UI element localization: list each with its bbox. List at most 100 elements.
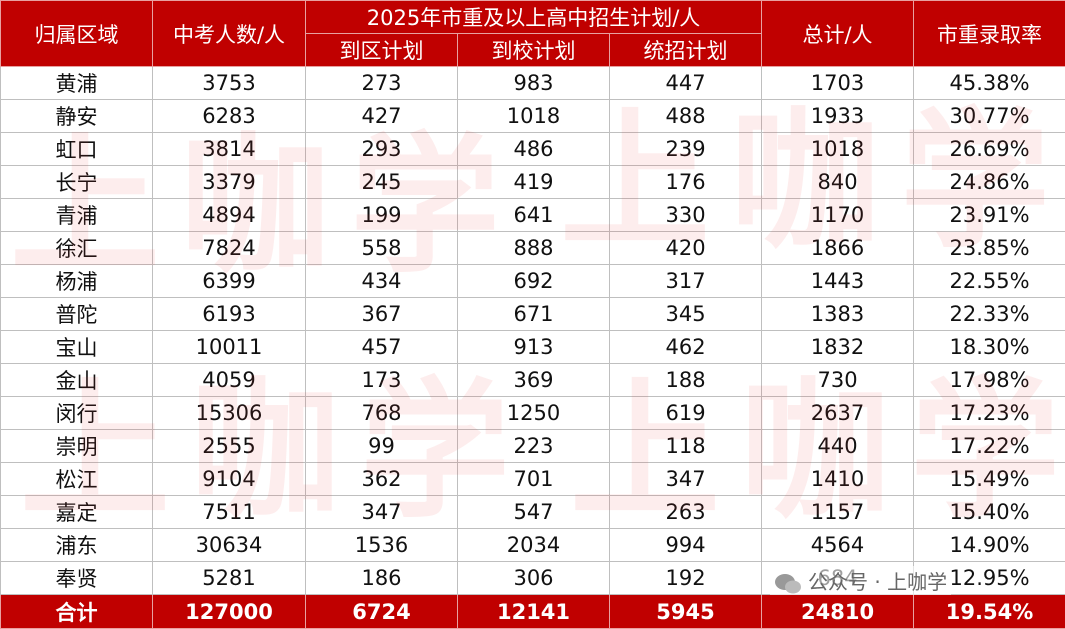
cell: 14.90% xyxy=(914,529,1065,562)
cell: 367 xyxy=(306,298,458,331)
cell: 462 xyxy=(610,331,762,364)
cell: 1832 xyxy=(762,331,914,364)
header-cell: 中考人数/人 xyxy=(153,1,306,67)
cell: 983 xyxy=(458,67,610,100)
cell: 3814 xyxy=(153,133,306,166)
cell: 913 xyxy=(458,331,610,364)
cell: 18.30% xyxy=(914,331,1065,364)
cell: 488 xyxy=(610,100,762,133)
cell: 黄浦 xyxy=(1,67,153,100)
cell: 6193 xyxy=(153,298,306,331)
header-cell: 总计/人 xyxy=(762,1,914,67)
cell: 427 xyxy=(306,100,458,133)
cell: 26.69% xyxy=(914,133,1065,166)
cell: 3753 xyxy=(153,67,306,100)
cell: 1933 xyxy=(762,100,914,133)
header-cell: 统招计划 xyxy=(610,34,762,67)
cell: 420 xyxy=(610,232,762,265)
cell: 24810 xyxy=(762,595,914,629)
cell: 2555 xyxy=(153,430,306,463)
header-cell: 到区计划 xyxy=(306,34,458,67)
cell: 1018 xyxy=(458,100,610,133)
cell: 22.33% xyxy=(914,298,1065,331)
cell: 23.85% xyxy=(914,232,1065,265)
cell: 440 xyxy=(762,430,914,463)
cell: 558 xyxy=(306,232,458,265)
cell: 1703 xyxy=(762,67,914,100)
cell: 1018 xyxy=(762,133,914,166)
cell: 1443 xyxy=(762,265,914,298)
cell: 188 xyxy=(610,364,762,397)
cell: 10011 xyxy=(153,331,306,364)
cell: 192 xyxy=(610,562,762,595)
cell: 619 xyxy=(610,397,762,430)
cell: 松江 xyxy=(1,463,153,496)
cell: 671 xyxy=(458,298,610,331)
cell: 6283 xyxy=(153,100,306,133)
badge-text: 公众号 · 上咖学 xyxy=(808,570,947,594)
cell: 692 xyxy=(458,265,610,298)
cell: 普陀 xyxy=(1,298,153,331)
cell: 24.86% xyxy=(914,166,1065,199)
cell: 徐汇 xyxy=(1,232,153,265)
cell: 15306 xyxy=(153,397,306,430)
cell: 362 xyxy=(306,463,458,496)
cell: 994 xyxy=(610,529,762,562)
cell: 317 xyxy=(610,265,762,298)
cell: 青浦 xyxy=(1,199,153,232)
cell: 15.49% xyxy=(914,463,1065,496)
cell: 静安 xyxy=(1,100,153,133)
cell: 768 xyxy=(306,397,458,430)
cell: 嘉定 xyxy=(1,496,153,529)
cell: 5281 xyxy=(153,562,306,595)
cell: 118 xyxy=(610,430,762,463)
wechat-icon xyxy=(774,573,802,595)
cell: 9104 xyxy=(153,463,306,496)
cell: 4564 xyxy=(762,529,914,562)
cell: 崇明 xyxy=(1,430,153,463)
cell: 127000 xyxy=(153,595,306,629)
cell: 419 xyxy=(458,166,610,199)
cell: 701 xyxy=(458,463,610,496)
cell: 3379 xyxy=(153,166,306,199)
cell: 金山 xyxy=(1,364,153,397)
cell: 347 xyxy=(306,496,458,529)
cell: 1383 xyxy=(762,298,914,331)
cell: 6399 xyxy=(153,265,306,298)
cell: 17.22% xyxy=(914,430,1065,463)
cell: 199 xyxy=(306,199,458,232)
cell: 273 xyxy=(306,67,458,100)
header-cell: 2025年市重及以上高中招生计划/人 xyxy=(306,1,762,34)
cell: 223 xyxy=(458,430,610,463)
cell: 888 xyxy=(458,232,610,265)
cell: 杨浦 xyxy=(1,265,153,298)
cell: 闵行 xyxy=(1,397,153,430)
cell: 345 xyxy=(610,298,762,331)
cell: 447 xyxy=(610,67,762,100)
cell: 30634 xyxy=(153,529,306,562)
cell: 长宁 xyxy=(1,166,153,199)
cell: 合计 xyxy=(1,595,153,629)
cell: 293 xyxy=(306,133,458,166)
header-cell: 市重录取率 xyxy=(914,1,1065,67)
wechat-badge: 公众号 · 上咖学 xyxy=(770,566,951,595)
cell: 330 xyxy=(610,199,762,232)
cell: 浦东 xyxy=(1,529,153,562)
cell: 347 xyxy=(610,463,762,496)
cell: 45.38% xyxy=(914,67,1065,100)
